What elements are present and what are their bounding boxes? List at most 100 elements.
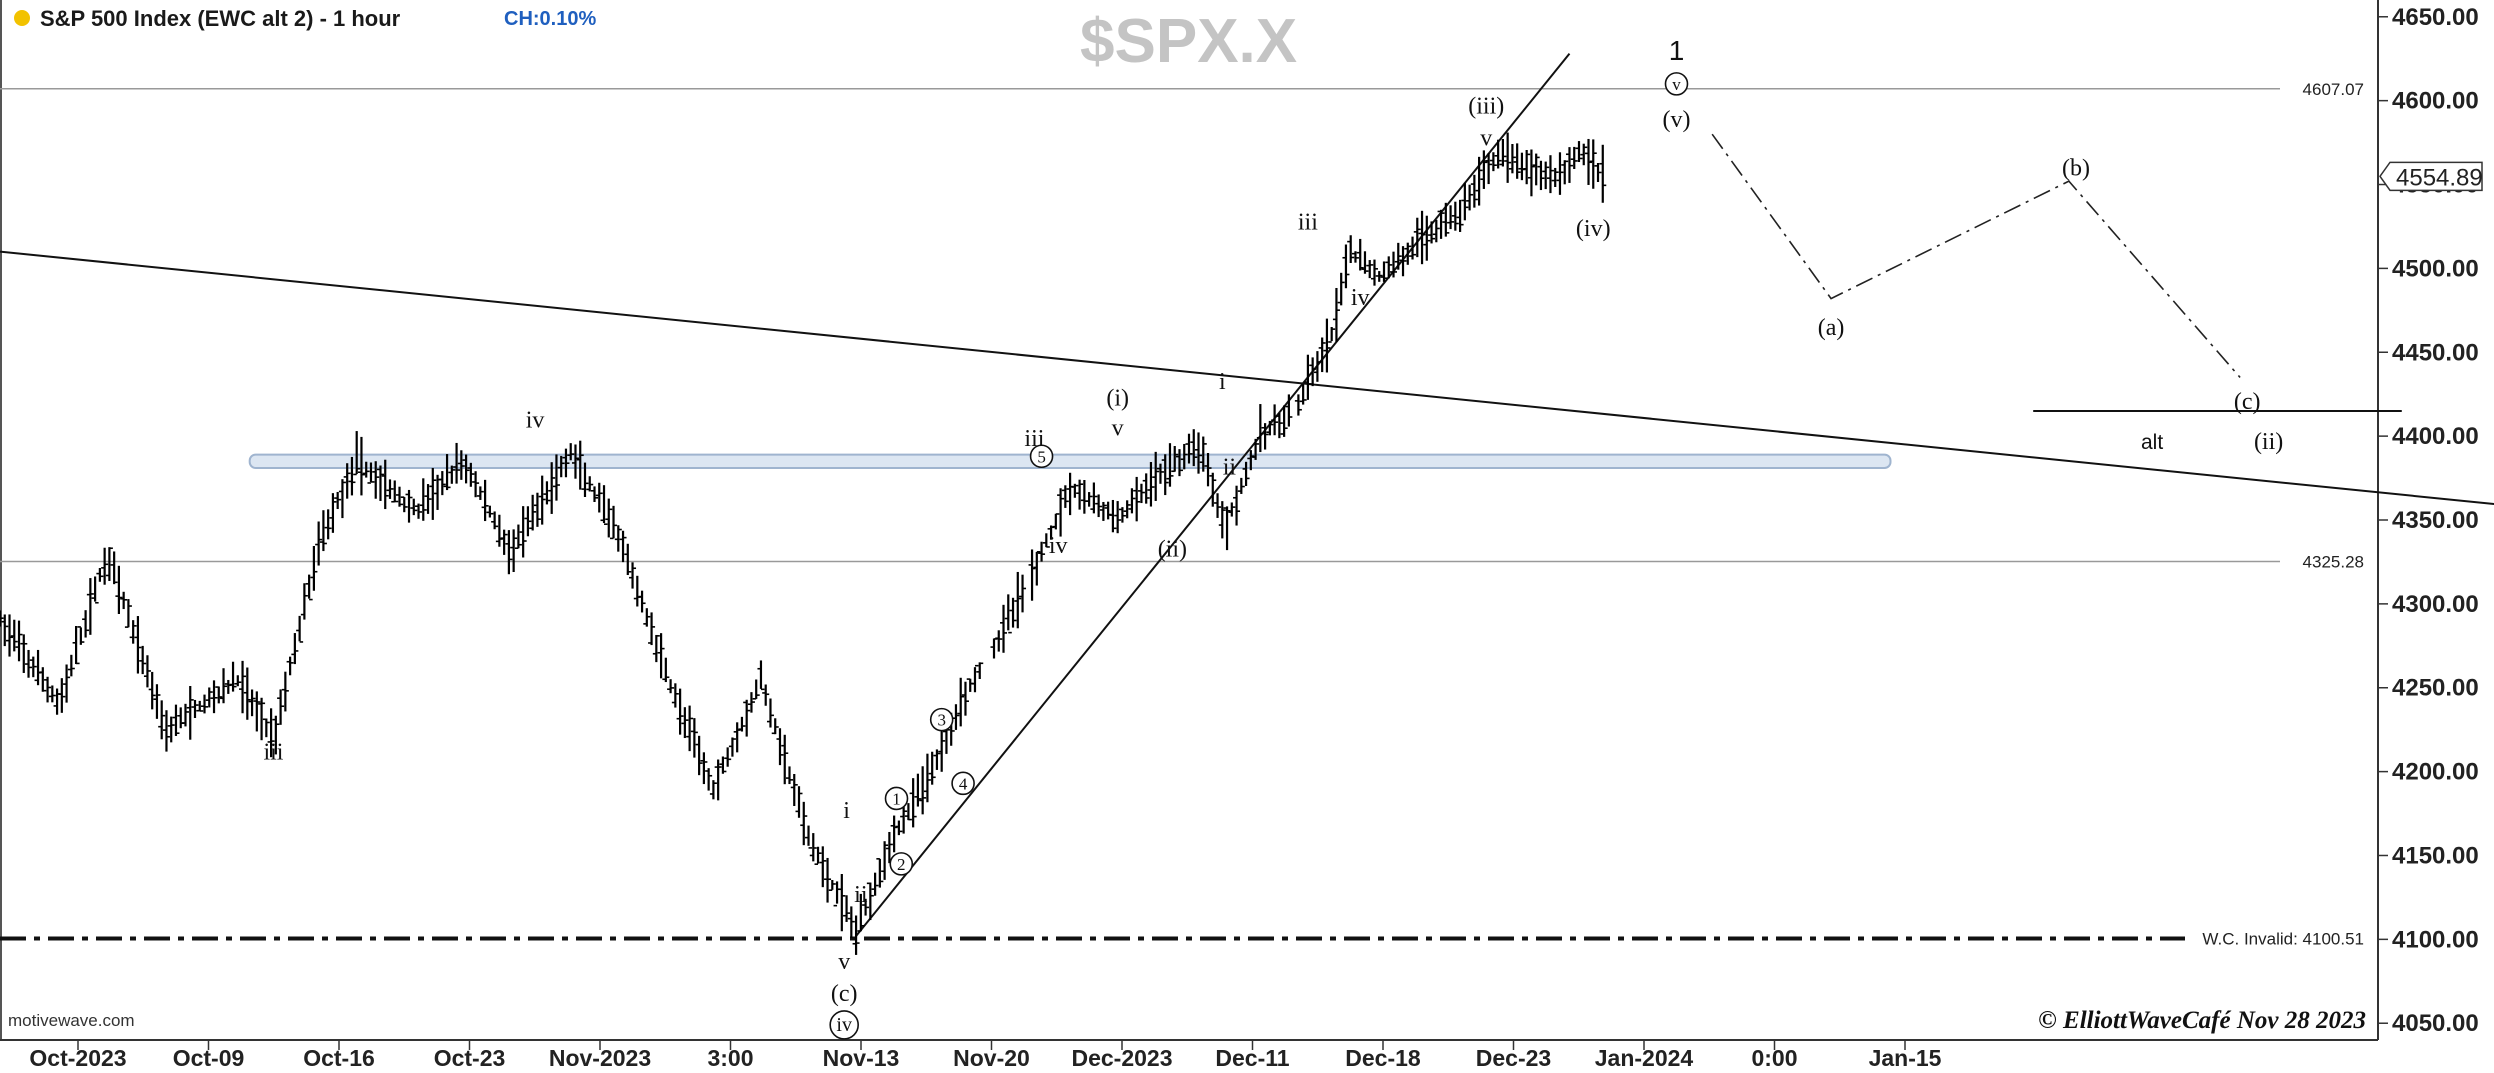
ohlc-bar bbox=[752, 679, 760, 700]
ohlc-bar bbox=[39, 667, 47, 692]
wave-label: (c) bbox=[2234, 389, 2261, 415]
ohlc-bar bbox=[1337, 272, 1345, 306]
ohlc-bar bbox=[1004, 594, 1012, 634]
ohlc-bar bbox=[1123, 500, 1131, 519]
ohlc-bar bbox=[1090, 482, 1098, 514]
ohlc-bar bbox=[267, 708, 275, 758]
ohlc-bar bbox=[1328, 327, 1336, 343]
ohlc-bar bbox=[357, 436, 365, 496]
ohlc-bar bbox=[795, 786, 803, 818]
price-tick-label: 4200.00 bbox=[2392, 759, 2479, 786]
ohlc-bar bbox=[1294, 394, 1302, 416]
circled-wave-label: 1 bbox=[884, 786, 909, 811]
ohlc-bar bbox=[581, 462, 589, 497]
ohlc-bar bbox=[10, 619, 18, 652]
ohlc-bar bbox=[1195, 432, 1203, 474]
level-label: W.C. Invalid: 4100.51 bbox=[2202, 929, 2364, 948]
ohlc-bar bbox=[771, 718, 779, 735]
ohlc-bar bbox=[1385, 256, 1393, 279]
ohlc-bar bbox=[248, 689, 256, 717]
ohlc-bar bbox=[1447, 205, 1455, 230]
ohlc-bar bbox=[1247, 450, 1255, 471]
ohlc-bar bbox=[296, 615, 304, 643]
ohlc-bar bbox=[1057, 488, 1065, 537]
ohlc-bar bbox=[923, 753, 931, 803]
ohlc-bar bbox=[1394, 242, 1402, 270]
ohlc-bar bbox=[462, 454, 470, 484]
date-axis: Oct-2023 Oct-09 Oct-16 Oct-23 Nov-2023 3:00 No… bbox=[29, 1040, 1942, 1071]
ohlc-bar bbox=[652, 634, 660, 663]
ohlc-bar bbox=[367, 462, 375, 484]
status-dot bbox=[14, 10, 30, 26]
ohlc-bar bbox=[1038, 541, 1046, 562]
ohlc-bar bbox=[719, 756, 727, 774]
ohlc-bar bbox=[1009, 597, 1017, 628]
ohlc-bar bbox=[800, 801, 808, 846]
ohlc-bar bbox=[662, 657, 670, 683]
ohlc-bar bbox=[852, 915, 860, 955]
ohlc-bar bbox=[191, 699, 199, 719]
level-lines-layer: 4607.07 4325.28 W.C. Invalid: 4100.51 bbox=[0, 80, 2364, 948]
label-text: 5 bbox=[1037, 447, 1046, 466]
label-circle bbox=[1664, 72, 1689, 96]
ohlc-bar bbox=[1432, 219, 1440, 243]
ohlc-bar bbox=[481, 479, 489, 522]
ohlc-bar bbox=[91, 576, 99, 604]
ohlc-bar bbox=[667, 679, 675, 694]
price-tick-label: 4150.00 bbox=[2392, 842, 2479, 869]
ohlc-bar bbox=[1504, 132, 1512, 183]
ohlc-bar bbox=[1028, 549, 1036, 601]
ohlc-bar bbox=[757, 660, 765, 691]
ohlc-bar bbox=[438, 471, 446, 496]
label-circle bbox=[829, 1010, 859, 1040]
ohlc-bar bbox=[1347, 235, 1355, 264]
ohlc-bar bbox=[1461, 182, 1469, 221]
wave-label: (iv) bbox=[1576, 216, 1611, 242]
ohlc-bar bbox=[334, 491, 342, 510]
ohlc-bar bbox=[424, 484, 432, 514]
ohlc-bar bbox=[733, 722, 741, 753]
ohlc-bar bbox=[243, 667, 251, 720]
ohlc-bar bbox=[105, 547, 113, 581]
ohlc-bar bbox=[1342, 244, 1350, 289]
date-tick-label: 3:00 bbox=[707, 1045, 753, 1071]
ohlc-bar bbox=[376, 465, 384, 501]
ohlc-bar bbox=[1546, 155, 1554, 194]
ohlc-bar bbox=[29, 656, 37, 678]
ohlc-bar bbox=[405, 489, 413, 523]
ohlc-bar bbox=[909, 778, 917, 828]
ohlc-bar bbox=[785, 766, 793, 785]
ohlc-bar bbox=[305, 574, 313, 601]
ohlc-bar bbox=[1242, 461, 1250, 487]
wave-label: (v) bbox=[1662, 107, 1690, 133]
ohlc-bar bbox=[1114, 501, 1122, 534]
wave-label: iv bbox=[1049, 533, 1068, 559]
level-label: 4325.28 bbox=[2303, 552, 2364, 571]
ohlc-bar bbox=[529, 494, 537, 531]
ohlc-bar bbox=[790, 773, 798, 806]
ohlc-bar bbox=[1366, 260, 1374, 279]
ohlc-bar bbox=[805, 825, 813, 849]
price-tick-label: 4600.00 bbox=[2392, 88, 2479, 115]
ohlc-bar bbox=[919, 766, 927, 815]
ohlc-bar bbox=[1437, 209, 1445, 239]
alt-label: alt bbox=[2141, 431, 2163, 454]
ohlc-bar bbox=[1019, 574, 1027, 613]
label-text: v bbox=[1672, 75, 1681, 94]
ohlc-bar bbox=[391, 480, 399, 503]
ohlc-bar bbox=[67, 654, 75, 677]
ohlc-bar bbox=[457, 450, 465, 480]
ohlc-bar bbox=[1133, 476, 1141, 522]
ohlc-bar bbox=[72, 626, 80, 665]
ohlc-bar bbox=[167, 716, 175, 743]
ohlc-bar bbox=[571, 444, 579, 479]
ohlc-bar bbox=[315, 521, 323, 566]
ohlc-bar bbox=[1556, 152, 1564, 195]
ohlc-bar bbox=[15, 620, 23, 662]
resistance-zone-layer bbox=[248, 453, 1892, 470]
ohlc-bar bbox=[410, 498, 418, 516]
ohlc-bar bbox=[362, 461, 370, 478]
ohlc-bar bbox=[443, 454, 451, 491]
ohlc-bar bbox=[1318, 337, 1326, 373]
ohlc-bar bbox=[1118, 507, 1126, 523]
